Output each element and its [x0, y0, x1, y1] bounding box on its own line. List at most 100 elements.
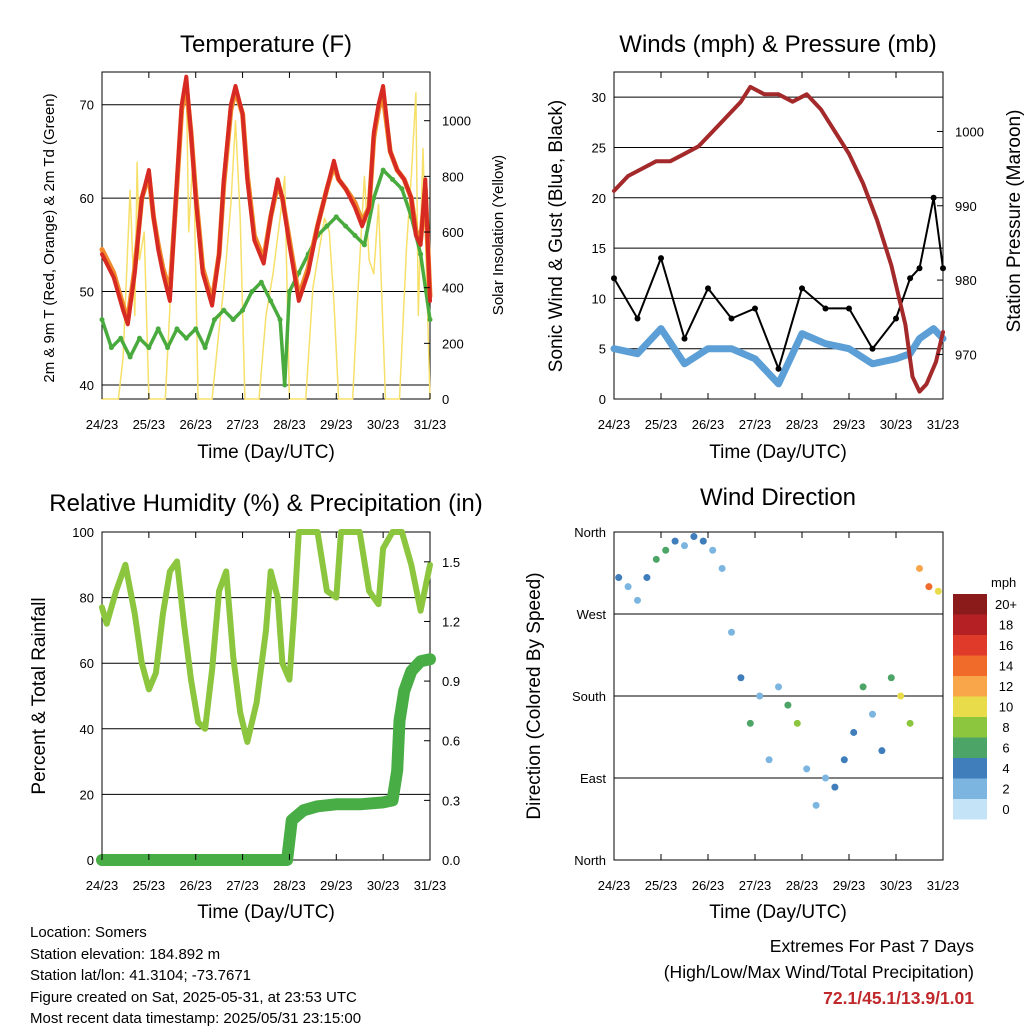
- station-pressure-line: [612, 84, 945, 394]
- x-tick-label: 25/23: [645, 878, 678, 893]
- x-tick-label: 31/23: [927, 417, 960, 432]
- y-tick-label: 40: [80, 378, 94, 393]
- dewpoint-point: [183, 335, 189, 341]
- x-tick-label: 26/23: [692, 417, 725, 432]
- dewpoint-point: [249, 289, 255, 295]
- winds-ylabel: Sonic Wind & Gust (Blue, Black): [546, 100, 567, 372]
- x-tick-label: 27/23: [226, 878, 259, 893]
- y-tick-label: North: [574, 525, 606, 540]
- y2-tick-label: 1000: [955, 124, 984, 139]
- y2-tick-label: 970: [955, 347, 977, 362]
- dewpoint-point: [221, 307, 227, 313]
- wind-direction-point: [869, 710, 876, 718]
- wind-direction-title: Wind Direction: [700, 484, 856, 511]
- x-tick-label: 28/23: [786, 417, 819, 432]
- wind-direction-point: [728, 628, 735, 636]
- wind-gust-point: [611, 275, 617, 282]
- y2-tick-label: 200: [442, 336, 464, 351]
- wind-gust-point: [822, 305, 829, 312]
- wind-gust-point: [775, 365, 782, 372]
- y-tick-label: 60: [80, 191, 94, 206]
- y2-tick-label: 1000: [442, 114, 471, 129]
- legend-swatch: [953, 635, 987, 656]
- x-tick-label: 27/23: [739, 417, 772, 432]
- y-tick-label: East: [580, 771, 606, 786]
- wind-gust-point: [907, 275, 914, 282]
- y2-tick-label: 0: [442, 392, 449, 407]
- wind-direction-xlabel: Time (Day/UTC): [709, 902, 847, 923]
- wind-direction-point: [887, 674, 895, 682]
- wind-direction-point: [624, 583, 632, 591]
- wind-gust-point: [728, 315, 735, 322]
- x-tick-label: 30/23: [880, 417, 913, 432]
- humidity-ylabel: Percent & Total Rainfall: [29, 597, 50, 794]
- dewpoint-point: [352, 233, 358, 238]
- y-tick-label: 20: [592, 191, 606, 206]
- panel-winds: Winds (mph) & Pressure (mb) 24/23 25/23 26…: [546, 31, 1024, 463]
- legend-swatch: [953, 717, 987, 738]
- panel-humidity: Relative Humidity (%) & Precipitation (i…: [29, 490, 483, 923]
- x-tick-label: 29/23: [833, 878, 866, 893]
- y2-tick-label: 0.3: [442, 793, 460, 808]
- total-precipitation-line: [96, 653, 436, 866]
- temperature-title: Temperature (F): [180, 31, 352, 58]
- dewpoint-point: [165, 345, 171, 351]
- legend-swatch: [953, 594, 987, 615]
- dewpoint-point: [211, 317, 217, 323]
- dewpoint-point: [343, 223, 349, 229]
- station-elevation: Station elevation: 184.892 m: [30, 945, 221, 963]
- legend-label: 10: [999, 700, 1013, 715]
- y-tick-label: South: [572, 689, 606, 704]
- x-tick-label: 24/23: [598, 878, 631, 893]
- x-tick-label: 30/23: [367, 417, 400, 432]
- dewpoint-point: [258, 279, 264, 285]
- dewpoint-point: [286, 289, 292, 295]
- legend-label: 12: [999, 679, 1013, 694]
- y-tick-label: 0: [599, 392, 606, 407]
- legend-swatch: [953, 696, 987, 717]
- winds-title: Winds (mph) & Pressure (mb): [619, 31, 936, 58]
- wind-direction-point: [897, 692, 905, 700]
- x-tick-label: 25/23: [133, 878, 166, 893]
- dewpoint-point: [399, 186, 405, 192]
- wind-gust-point: [658, 255, 664, 262]
- wind-gust-point: [752, 305, 758, 312]
- x-tick-label: 29/23: [833, 417, 866, 432]
- wind-direction-point: [634, 596, 641, 604]
- wind-direction-point: [784, 701, 792, 709]
- winds-plot-frame: [613, 71, 944, 400]
- legend-label: 8: [1002, 720, 1009, 735]
- legend-label: 16: [999, 638, 1013, 653]
- wind-direction-point: [709, 546, 717, 554]
- wind-direction-point: [756, 692, 764, 700]
- y2-tick-label: 1.2: [442, 614, 460, 629]
- x-tick-label: 29/23: [320, 417, 353, 432]
- x-tick-label: 31/23: [414, 417, 447, 432]
- wind-direction-point: [916, 564, 923, 572]
- wind-direction-plot-frame: [613, 531, 944, 861]
- y-tick-label: 40: [80, 722, 94, 737]
- wind-gust-point: [799, 285, 805, 292]
- y-tick-label: 5: [599, 342, 606, 357]
- wind-direction-point: [822, 774, 829, 782]
- wind-direction-point: [652, 555, 660, 563]
- y-tick-label: 80: [80, 591, 94, 606]
- dewpoint-point: [380, 167, 386, 173]
- station-location: Location: Somers: [30, 924, 147, 941]
- y2-tick-label: 800: [442, 169, 464, 184]
- legend-swatch: [953, 655, 987, 676]
- wind-gust-point: [634, 315, 641, 322]
- wind-gust-point: [846, 305, 852, 312]
- wind-direction-point: [681, 542, 688, 550]
- station-info: Location: Somers Station elevation: 184.…: [30, 922, 361, 1030]
- recent-timestamp: Most recent data timestamp: 2025/05/31 2…: [30, 1010, 362, 1027]
- wind-direction-point: [662, 546, 670, 554]
- legend-swatch: [953, 676, 987, 697]
- wind-gust-point: [893, 315, 899, 322]
- legend-label: 20+: [995, 597, 1017, 612]
- panel-wind-direction: Wind Direction 24/23 25/23 26/23 27/23 28/23…: [524, 484, 1017, 923]
- dewpoint-point: [202, 345, 208, 351]
- legend-swatch: [953, 778, 987, 799]
- x-tick-label: 26/23: [179, 878, 212, 893]
- legend-label: 2: [1002, 782, 1009, 797]
